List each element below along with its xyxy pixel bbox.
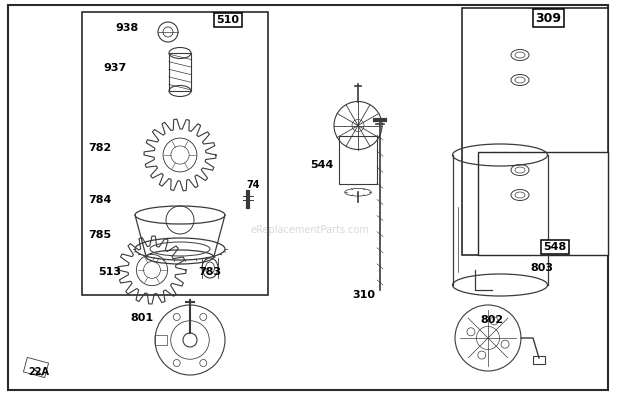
Text: eReplacementParts.com: eReplacementParts.com [250, 225, 370, 235]
Bar [155, 335, 167, 345]
Text: 938: 938 [115, 23, 138, 33]
Text: 74: 74 [246, 180, 260, 190]
Text: 782: 782 [88, 143, 111, 153]
Bar [82, 12, 268, 295]
Text: 785: 785 [88, 230, 111, 240]
Text: 802: 802 [480, 315, 503, 325]
Text: 310: 310 [352, 290, 375, 300]
Bar [24, 358, 48, 378]
Text: 510: 510 [216, 15, 239, 25]
Bar [533, 356, 545, 364]
Bar [462, 8, 608, 255]
Text: 548: 548 [543, 242, 567, 252]
Text: 513: 513 [98, 267, 121, 277]
Bar [169, 53, 191, 91]
Text: 803: 803 [530, 263, 553, 273]
Text: 544: 544 [310, 160, 334, 170]
Text: 801: 801 [130, 313, 153, 323]
Bar [339, 136, 377, 184]
Text: 783: 783 [198, 267, 221, 277]
Text: 22A: 22A [28, 367, 49, 377]
Text: 937: 937 [103, 63, 126, 73]
Text: 784: 784 [88, 195, 112, 205]
Bar [478, 152, 608, 255]
Text: 309: 309 [535, 12, 561, 24]
